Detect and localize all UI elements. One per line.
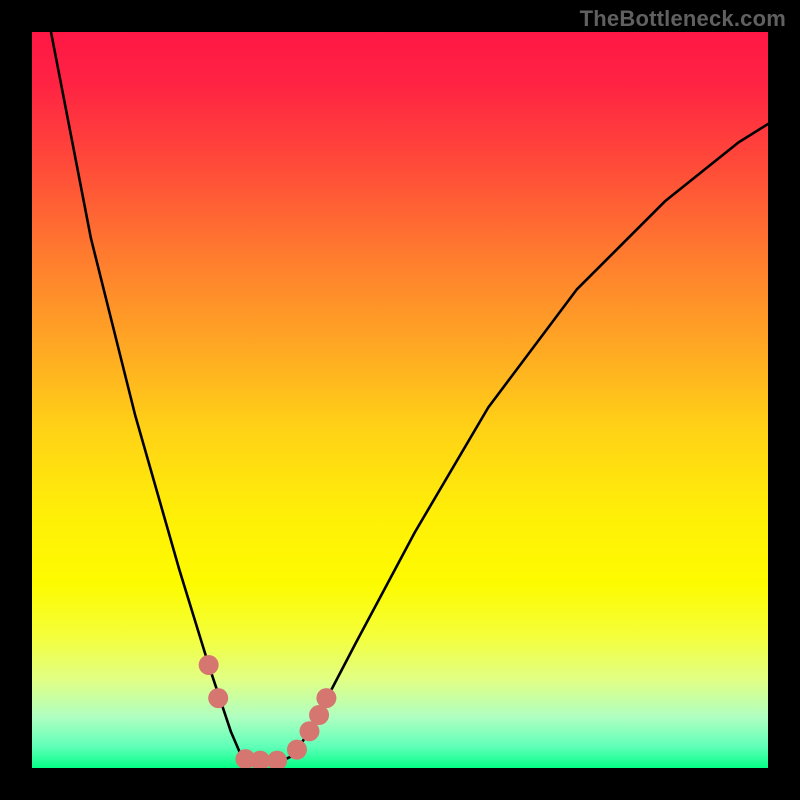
data-marker [267,751,287,771]
data-marker [208,688,228,708]
data-marker [316,688,336,708]
gradient-background [32,32,768,768]
data-marker [287,740,307,760]
bottleneck-chart [0,0,800,800]
watermark-text: TheBottleneck.com [580,6,786,32]
data-marker [199,655,219,675]
